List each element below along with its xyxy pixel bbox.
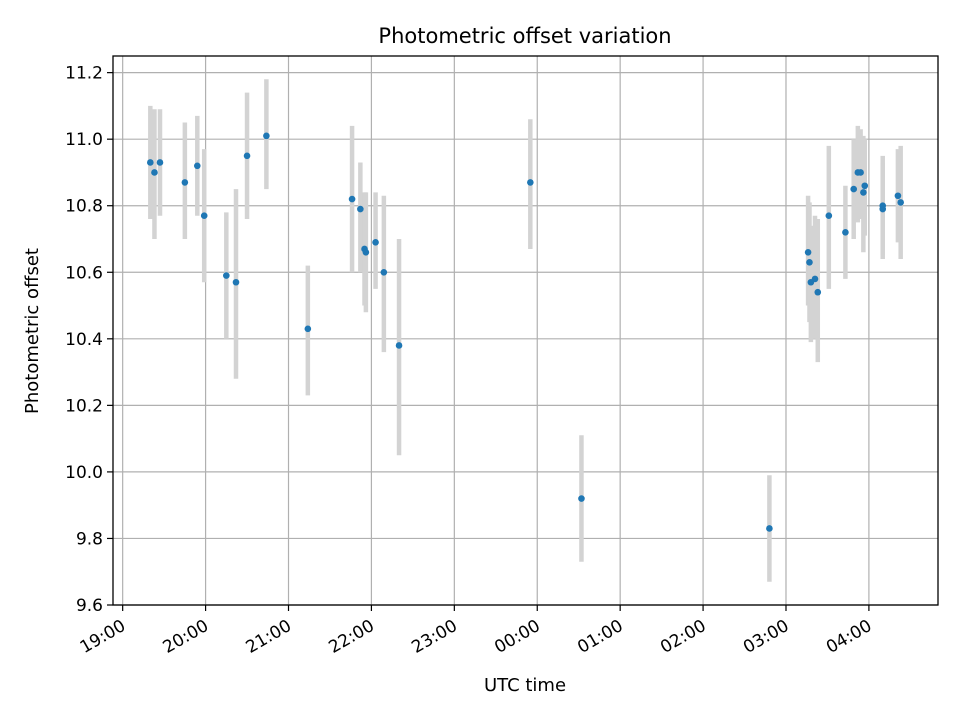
- data-point: [380, 268, 388, 276]
- data-point: [825, 212, 833, 220]
- data-point: [861, 182, 869, 190]
- y-tick-label: 10.2: [65, 396, 103, 416]
- data-point: [147, 159, 154, 166]
- data-point: [362, 249, 370, 256]
- data-points: [147, 132, 904, 532]
- data-point: [578, 495, 585, 502]
- y-tick-label: 9.6: [76, 596, 103, 616]
- data-point: [814, 288, 822, 296]
- data-point: [857, 169, 864, 176]
- data-point: [304, 325, 312, 333]
- y-tick-label: 10.4: [65, 330, 103, 350]
- data-point: [372, 239, 379, 246]
- y-tick-label: 11.2: [65, 64, 103, 84]
- data-point: [804, 249, 812, 256]
- y-tick-label: 10.8: [65, 197, 103, 217]
- data-point: [806, 258, 813, 266]
- data-point: [850, 185, 858, 193]
- data-point: [348, 195, 356, 203]
- data-point: [395, 342, 403, 349]
- data-point: [879, 205, 887, 213]
- data-point: [894, 192, 902, 200]
- y-axis-label: Photometric offset: [22, 248, 43, 414]
- plot-frame: [112, 55, 939, 606]
- x-axis-label: UTC time: [484, 675, 566, 696]
- y-tick-label: 11.0: [65, 130, 103, 150]
- data-point: [200, 212, 208, 220]
- data-point: [232, 278, 240, 286]
- data-point: [223, 272, 230, 279]
- data-point: [811, 275, 819, 283]
- data-point: [527, 179, 534, 186]
- data-point: [156, 159, 164, 166]
- chart-title: Photometric offset variation: [378, 24, 671, 48]
- data-point: [357, 205, 364, 213]
- data-point: [151, 169, 158, 176]
- data-point: [842, 229, 849, 236]
- data-point: [243, 152, 251, 160]
- data-point: [181, 179, 189, 186]
- data-point: [860, 189, 867, 196]
- data-point: [263, 132, 270, 140]
- y-tick-label: 10.0: [65, 463, 103, 483]
- y-tick-label: 9.8: [76, 529, 103, 549]
- data-point: [766, 525, 773, 532]
- data-point: [193, 162, 201, 170]
- data-point: [897, 199, 904, 206]
- y-axis-ticks: 9.6 9.8 10.0 10.2 10.4 10.6 10.8 11.0 11.2: [65, 64, 113, 616]
- y-tick-label: 10.6: [65, 263, 103, 283]
